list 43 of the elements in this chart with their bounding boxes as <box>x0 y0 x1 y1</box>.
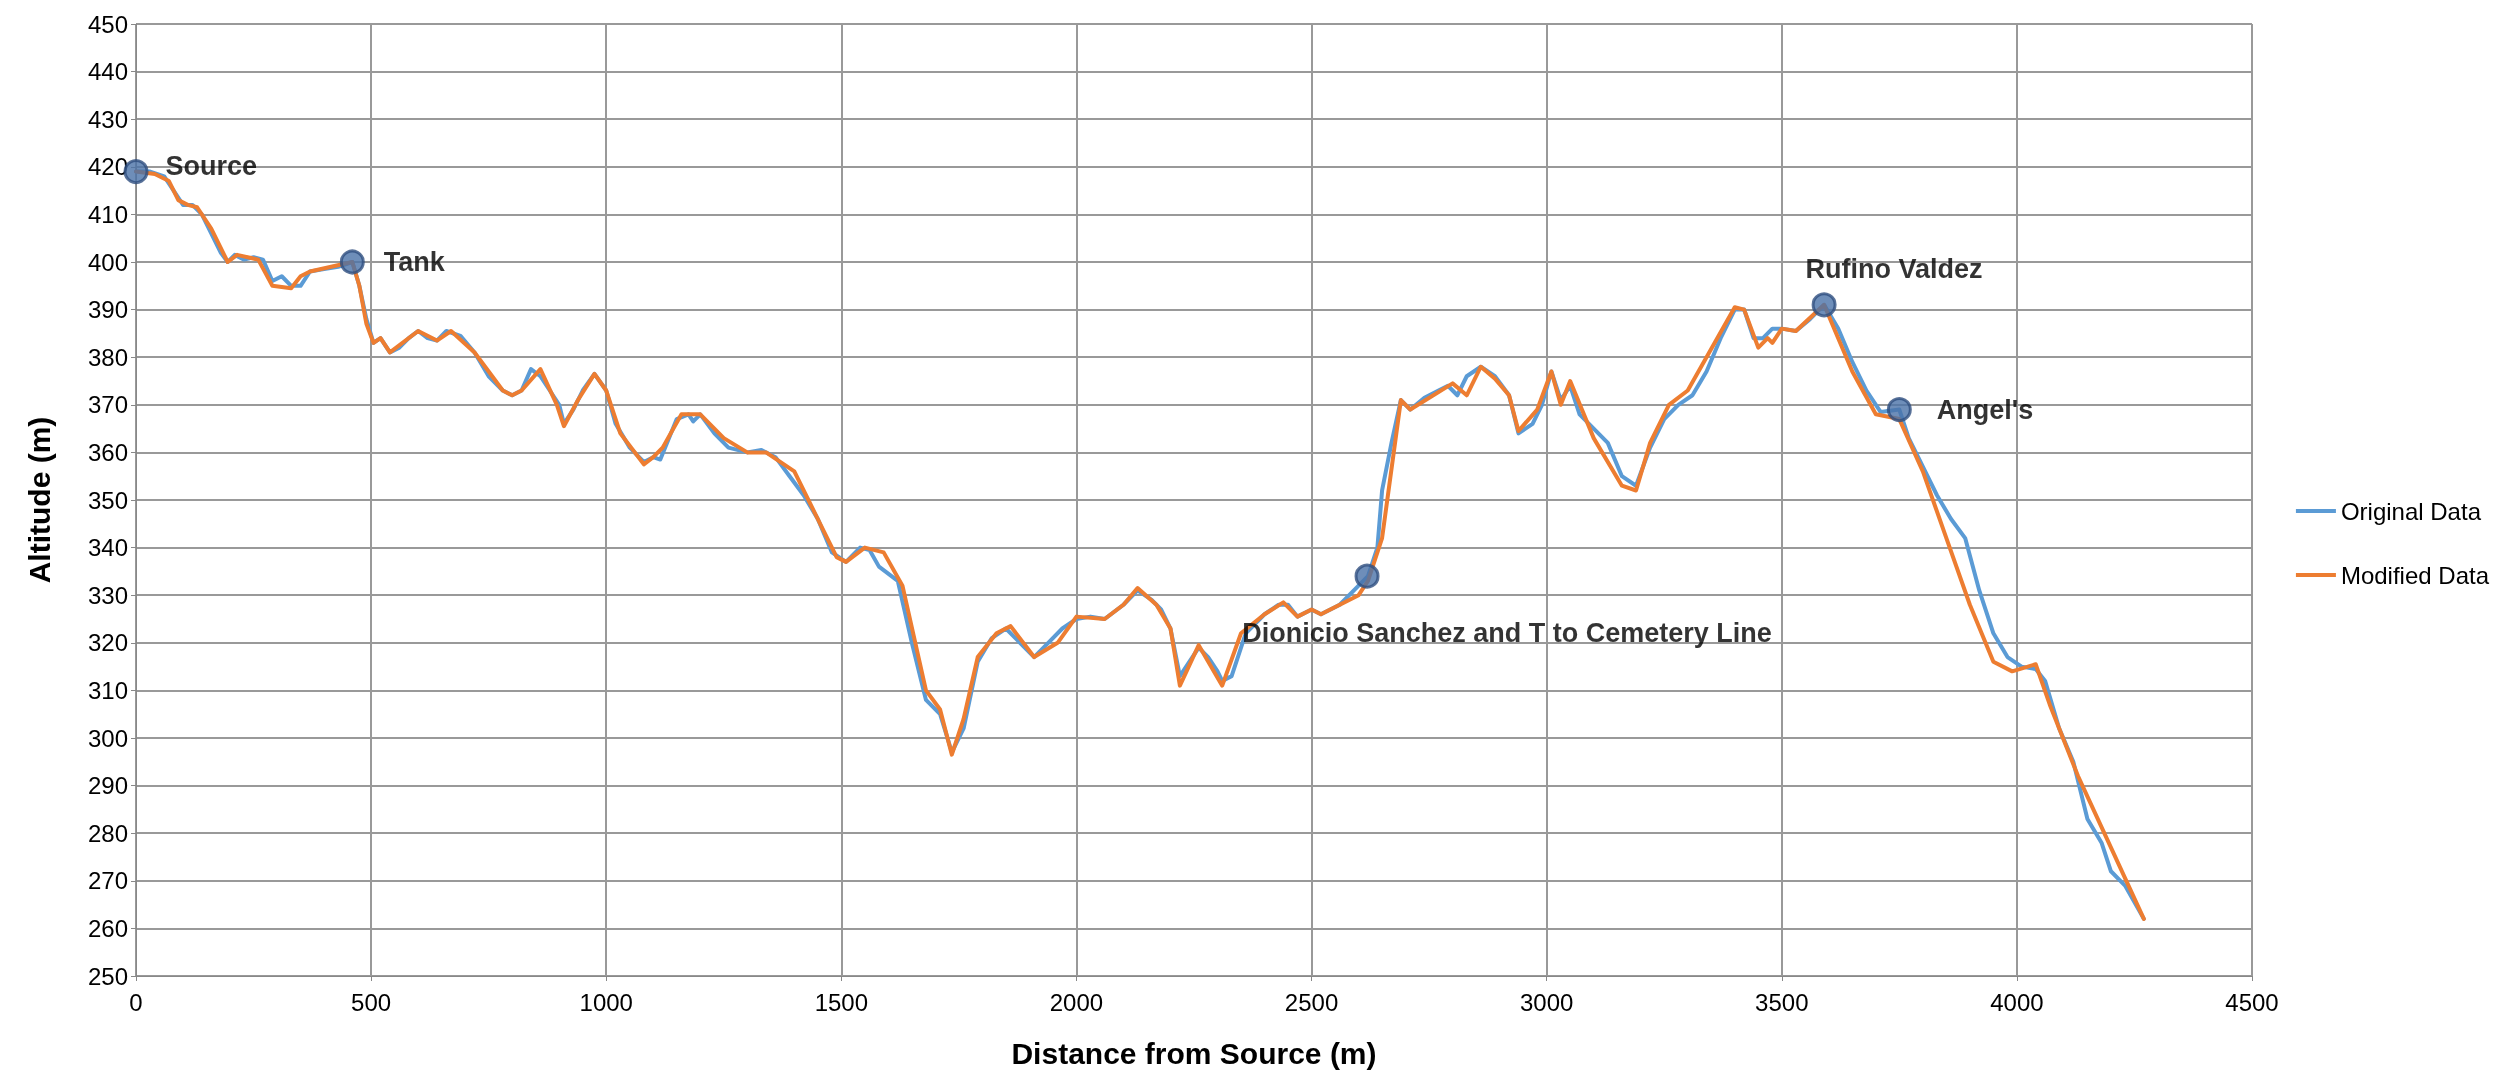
data-label: Source <box>165 150 258 181</box>
x-tick-label: 3500 <box>1755 988 1809 1016</box>
y-tick-label: 420 <box>87 153 128 181</box>
y-tick-label: 330 <box>87 581 128 609</box>
y-tick-label: 260 <box>87 914 128 942</box>
legend-label: Modified Data <box>2340 561 2490 589</box>
y-tick-label: 340 <box>87 534 128 562</box>
x-tick-label: 1000 <box>579 988 633 1016</box>
y-tick-label: 250 <box>87 962 128 990</box>
x-tick-label: 2500 <box>1284 988 1339 1016</box>
y-tick-label: 290 <box>87 772 128 800</box>
y-tick-label: 390 <box>87 296 128 324</box>
y-tick-label: 310 <box>87 676 128 704</box>
y-tick-label: 360 <box>87 438 128 466</box>
y-tick-label: 300 <box>87 724 128 752</box>
y-tick-label: 350 <box>87 486 128 514</box>
x-tick-label: 4500 <box>2225 988 2279 1016</box>
y-tick-label: 380 <box>87 343 128 371</box>
x-axis-title: Distance from Source (m) <box>1011 1036 1377 1070</box>
y-tick-label: 410 <box>87 200 128 228</box>
x-tick-label: 4000 <box>1990 988 2044 1016</box>
x-tick-label: 500 <box>351 988 392 1016</box>
data-label: Rufino Valdez <box>1805 253 1983 284</box>
y-tick-label: 370 <box>87 391 128 419</box>
y-tick-label: 320 <box>87 629 128 657</box>
y-tick-label: 400 <box>87 248 128 276</box>
y-tick-label: 280 <box>87 819 128 847</box>
point <box>1811 292 1837 318</box>
y-axis-title: Altitude (m) <box>22 416 56 584</box>
y-tick-label: 430 <box>87 105 128 133</box>
point <box>339 249 365 275</box>
data-label: Tank <box>383 247 446 277</box>
legend-label: Original Data <box>2340 497 2482 525</box>
x-tick-label: 2000 <box>1049 988 1104 1016</box>
y-tick-label: 440 <box>87 58 128 86</box>
x-tick-label: 1500 <box>814 988 869 1016</box>
point <box>1354 563 1380 589</box>
x-tick-label: 0 <box>129 988 143 1016</box>
x-tick-label: 3000 <box>1519 988 1574 1016</box>
y-tick-label: 270 <box>87 867 128 895</box>
data-label: Angel's <box>1936 394 2034 425</box>
point <box>1886 397 1912 423</box>
y-tick-label: 450 <box>87 10 128 38</box>
